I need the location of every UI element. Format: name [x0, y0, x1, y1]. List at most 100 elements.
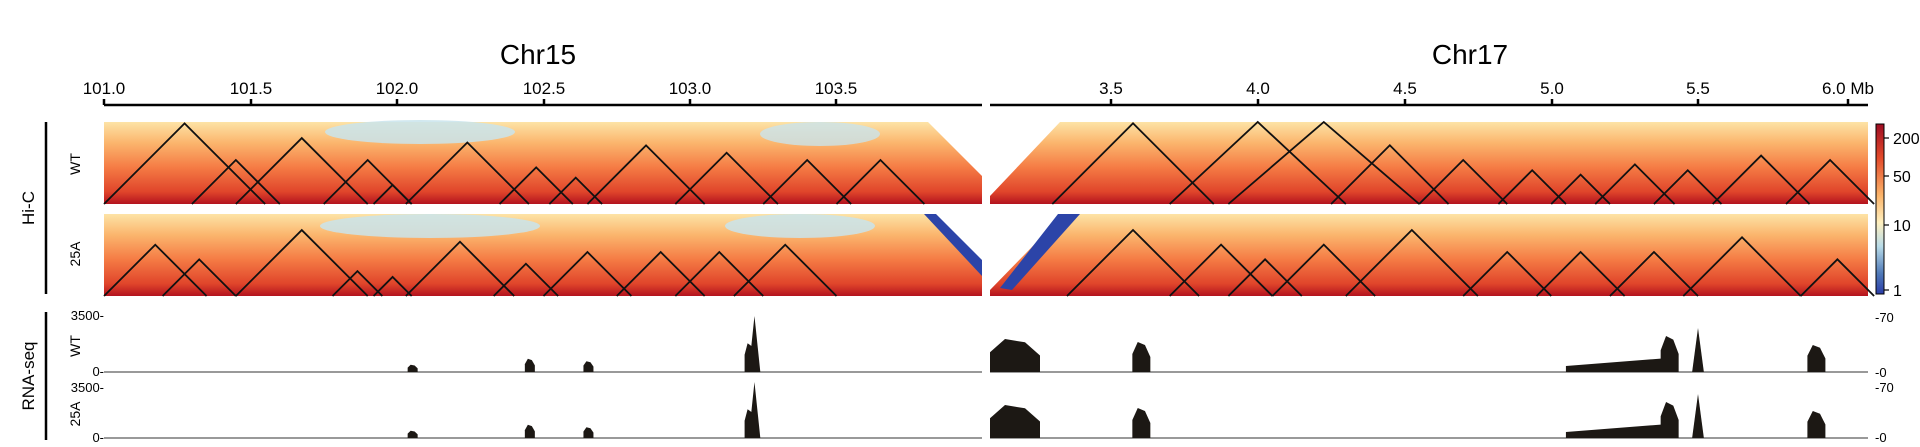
tad-triangle — [372, 183, 413, 205]
chr17-tick-labels: 3.5 4.0 4.5 5.0 5.5 6.0 Mb — [1099, 79, 1874, 98]
rnaseq-peak — [583, 427, 594, 438]
tad-triangle — [1550, 173, 1611, 205]
rnaseq-peak — [1132, 342, 1151, 372]
tad-triangle — [1169, 120, 1347, 205]
tad-triangle — [1535, 250, 1626, 297]
tad-triangle — [1330, 144, 1450, 205]
colorbar-label-200: 200 — [1893, 131, 1920, 148]
hic-low-contact-region — [760, 122, 880, 146]
tad-triangle — [1800, 258, 1875, 297]
tad-triangle — [493, 262, 559, 297]
hic-low-contact-region — [725, 214, 875, 238]
hic-low-contact-region — [320, 214, 540, 238]
rnaseq-wt-ymin: 0- — [92, 364, 104, 379]
rnaseq-spike — [748, 316, 761, 372]
colorbar — [1875, 123, 1885, 295]
rnaseq-25a-right-max: -70 — [1875, 380, 1894, 395]
tad-triangle — [103, 122, 266, 205]
tad-triangle — [161, 258, 237, 297]
colorbar-ticks — [1884, 137, 1889, 291]
tad-triangle — [1271, 243, 1376, 297]
tad-triangle — [762, 158, 852, 205]
tad-triangle — [103, 243, 208, 297]
rnaseq-peak — [524, 358, 535, 372]
tad-triangle — [1418, 158, 1508, 205]
hic-row-label-wt: WT — [67, 153, 83, 175]
rnaseq-block — [1565, 424, 1669, 438]
rnaseq-peak — [990, 405, 1040, 438]
colorbar-label-10: 10 — [1893, 218, 1911, 235]
hic-heatmap-chr15-wt — [104, 122, 982, 204]
tad-triangle — [1594, 163, 1676, 205]
rnaseq-block — [1565, 358, 1669, 372]
tad-triangle — [1227, 120, 1420, 205]
rnaseq-tracks — [407, 316, 1826, 438]
tad-triangle — [331, 269, 383, 297]
tad-triangle — [1653, 168, 1723, 205]
tick-label: 4.5 — [1393, 79, 1417, 98]
hic-heatmap-chr17-25a — [990, 214, 1868, 296]
tad-triangle — [542, 250, 633, 297]
rnaseq-peak — [583, 361, 594, 372]
tad-triangle — [1066, 228, 1200, 297]
rnaseq-spike — [1692, 328, 1704, 372]
tick-label: 102.0 — [376, 79, 419, 98]
tad-triangle — [548, 176, 603, 205]
chr17-title: Chr17 — [1432, 39, 1508, 70]
rnaseq-wt-ymax: 3500- — [71, 308, 104, 323]
rnaseq-baselines — [104, 371, 1868, 439]
hic-heatmap-chr17-wt — [990, 122, 1868, 204]
rnaseq-spike — [1692, 394, 1704, 438]
rnaseq-peak — [407, 430, 418, 438]
tad-triangle — [372, 275, 413, 297]
tad-triangle — [191, 158, 281, 205]
hic-row-label-25a: 25A — [67, 241, 83, 267]
rnaseq-peak — [990, 339, 1040, 372]
rnaseq-peak — [1132, 408, 1151, 438]
tad-triangle — [835, 158, 926, 205]
colorbar-label-50: 50 — [1893, 169, 1911, 186]
colorbar-label-1: 1 — [1893, 283, 1902, 300]
hic-low-contact-region — [325, 120, 515, 144]
rnaseq-label: RNA-seq — [19, 342, 38, 411]
rnaseq-wt-right-max: -70 — [1875, 310, 1894, 325]
rnaseq-peak — [1807, 345, 1826, 372]
rnaseq-25a-right-min: -0 — [1875, 430, 1887, 445]
hic-heatmaps — [104, 120, 1868, 296]
rnaseq-peak — [524, 424, 535, 438]
tad-triangle — [586, 144, 706, 205]
tad-triangle — [1345, 228, 1479, 297]
hic-masked-region — [1000, 214, 1080, 290]
tick-label: 4.0 — [1246, 79, 1270, 98]
tick-label: 102.5 — [523, 79, 566, 98]
tick-label: 3.5 — [1099, 79, 1123, 98]
chr15-tick-labels: 101.0 101.5 102.0 102.5 103.0 103.5 — [83, 79, 858, 98]
tad-triangles — [103, 120, 1875, 297]
tad-triangle — [405, 240, 515, 297]
chr15-title: Chr15 — [500, 39, 576, 70]
hic-label: Hi-C — [19, 191, 38, 225]
tad-triangle — [405, 141, 530, 205]
tick-label: 103.5 — [815, 79, 858, 98]
tad-triangle — [1712, 154, 1811, 205]
rnaseq-peak — [407, 364, 418, 372]
tick-label: 101.0 — [83, 79, 126, 98]
rnaseq-25a-ymin: 0- — [92, 430, 104, 445]
tick-label: 101.5 — [230, 79, 273, 98]
tad-triangle — [1051, 122, 1215, 205]
tick-label: 103.0 — [669, 79, 712, 98]
rnaseq-spike — [748, 382, 761, 438]
tad-triangle — [674, 151, 779, 205]
tad-triangle — [1227, 258, 1303, 297]
tad-triangle — [1462, 250, 1552, 297]
rnaseq-wt-right-min: -0 — [1875, 365, 1887, 380]
tick-label: 5.5 — [1686, 79, 1710, 98]
chr15-axis — [102, 99, 982, 107]
tick-label: 6.0 Mb — [1822, 79, 1874, 98]
chr17-axis — [990, 99, 1868, 107]
tad-triangle — [1785, 158, 1875, 205]
rnaseq-row-label-wt: WT — [67, 335, 83, 357]
rnaseq-row-label-25a: 25A — [67, 401, 83, 427]
rnaseq-25a-ymax: 3500- — [71, 380, 104, 395]
